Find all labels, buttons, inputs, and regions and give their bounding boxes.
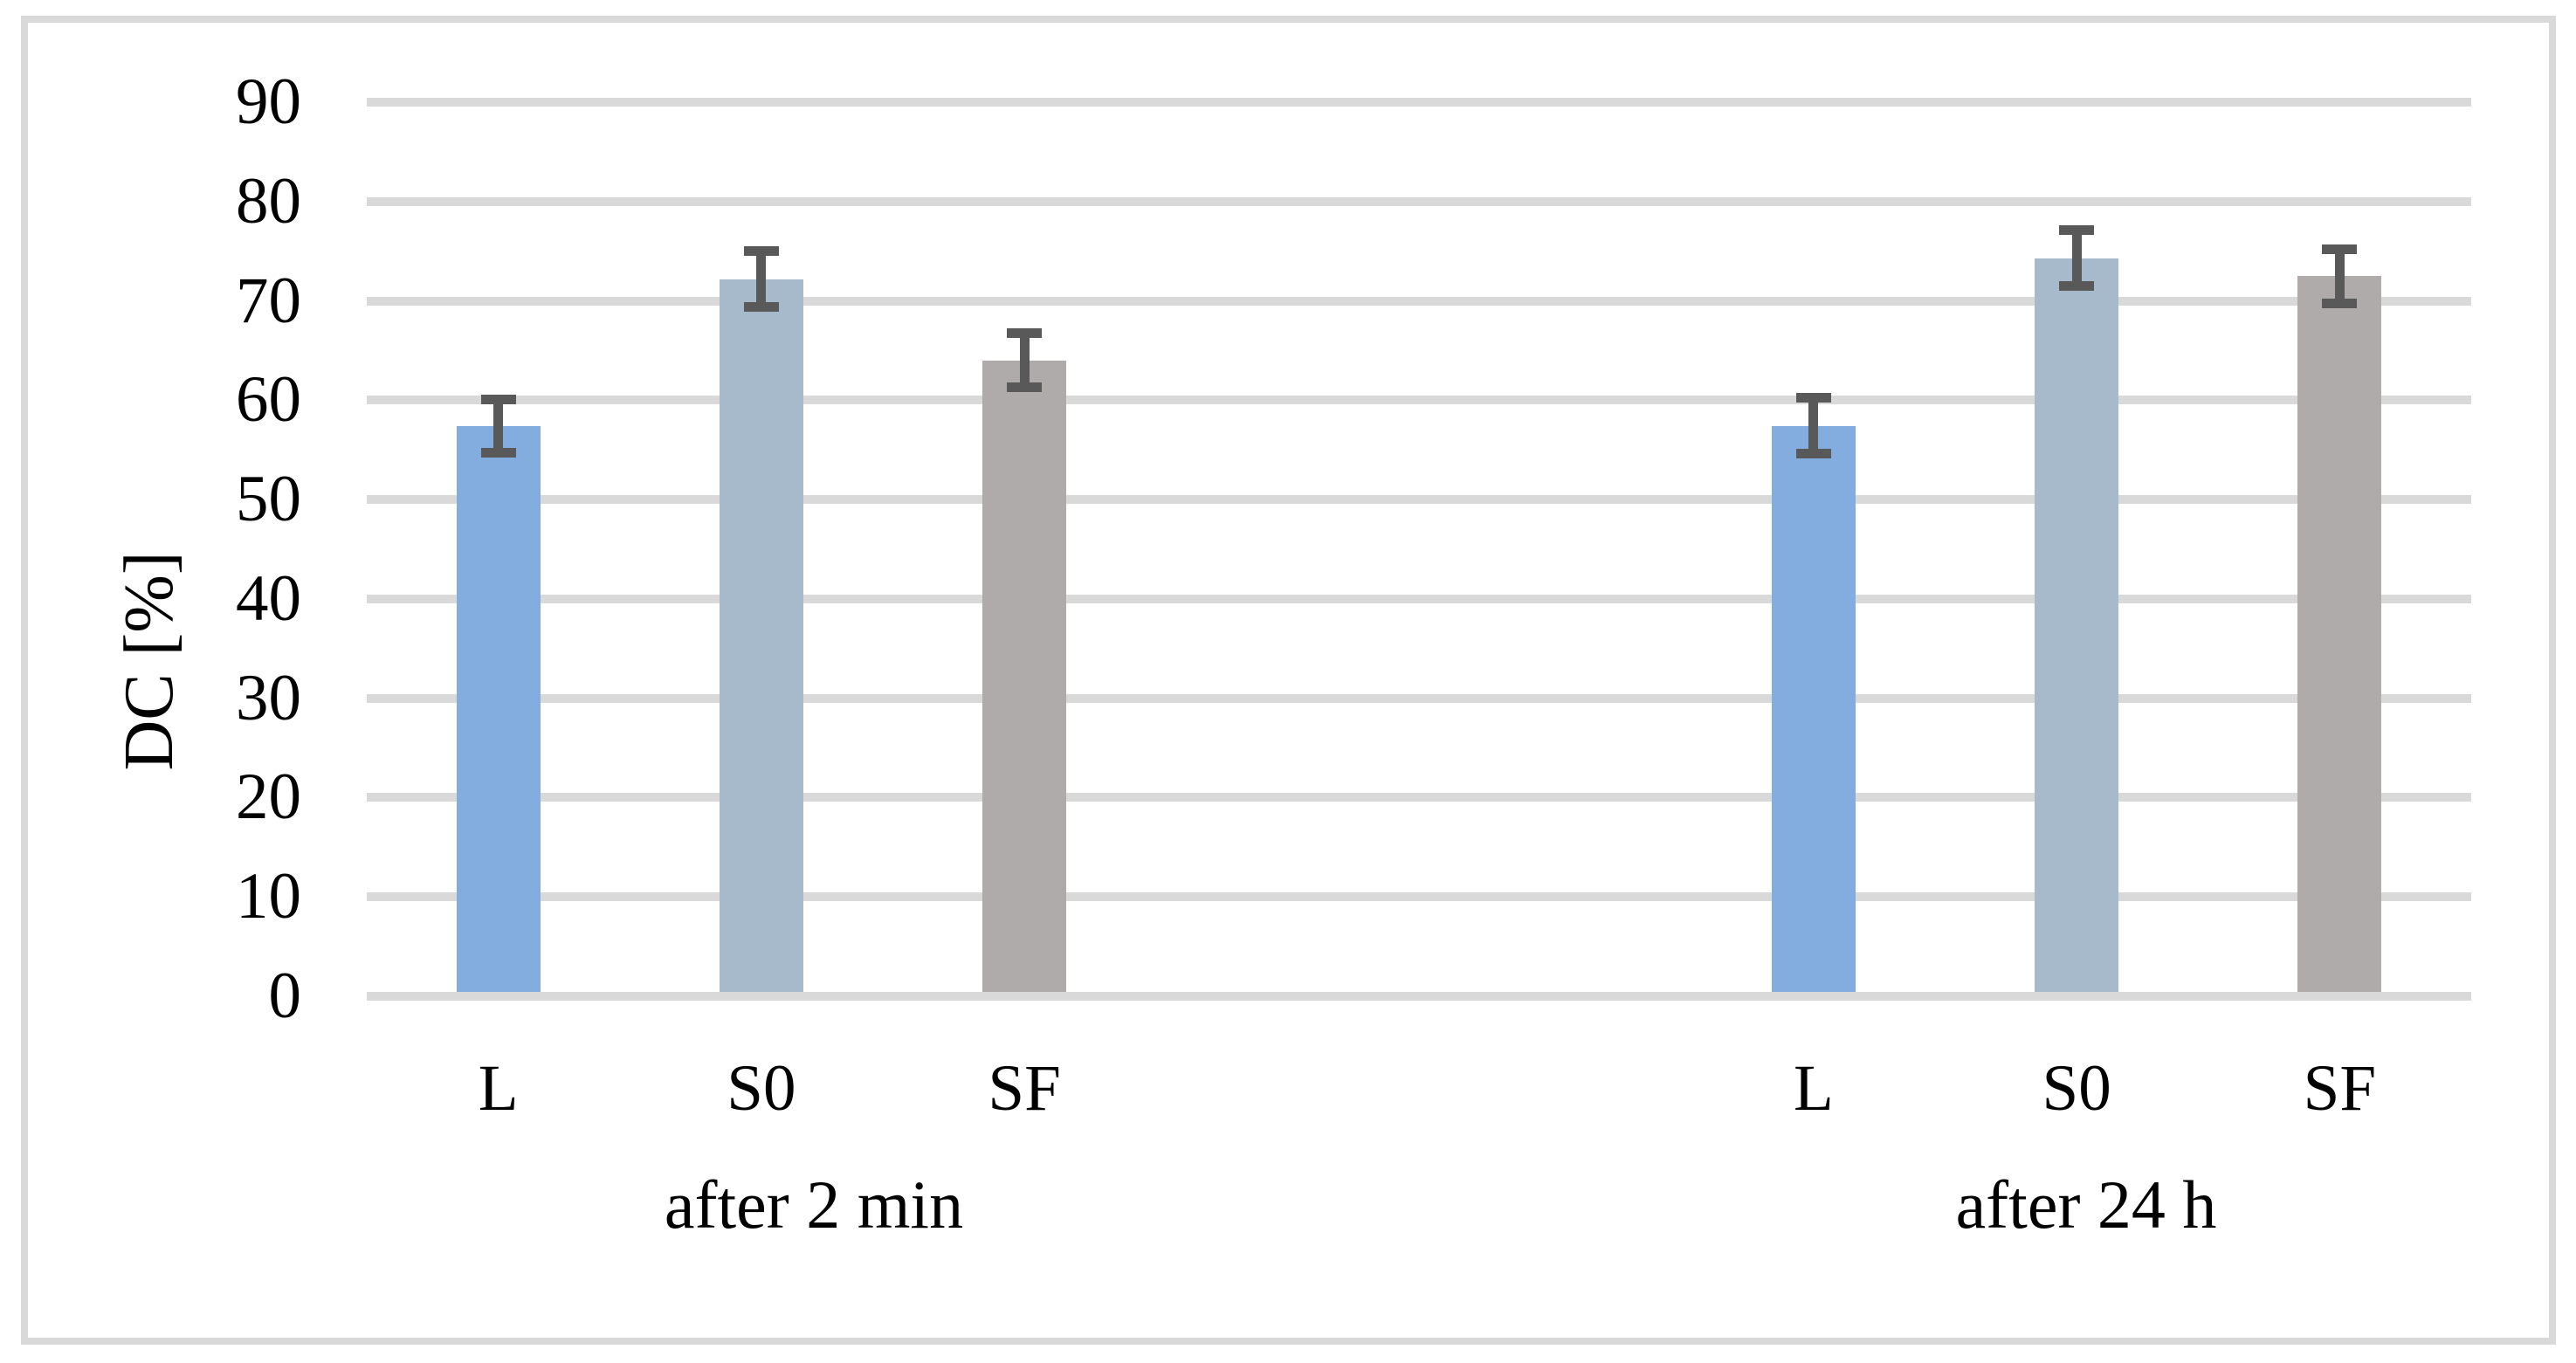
bar-s0-2min (719, 279, 803, 992)
category-label: S0 (727, 1052, 796, 1125)
y-tick-label: 0 (268, 960, 302, 1032)
gridline (367, 693, 2471, 703)
error-bar-cap (1795, 449, 1831, 459)
y-tick-label: 50 (236, 463, 301, 536)
error-bar-cap (2059, 225, 2095, 236)
error-bar-cap (480, 394, 516, 404)
x-axis-baseline (367, 992, 2471, 1001)
bar-s0-24h (2035, 258, 2119, 992)
gridline (367, 97, 2471, 107)
error-bar (1019, 328, 1030, 393)
y-tick-label: 10 (236, 860, 301, 933)
error-bar-cap (743, 245, 779, 256)
error-bar-cap (2322, 244, 2358, 254)
bar-l-24h (1771, 425, 1856, 992)
error-bar (2071, 225, 2082, 292)
error-bar-cap (1007, 328, 1043, 339)
chart-frame (21, 16, 2556, 1345)
bar-sf-24h (2297, 276, 2382, 992)
error-bar-cap (480, 448, 516, 458)
bar-sf-2min (982, 360, 1067, 992)
gridline (367, 296, 2471, 306)
gridline (367, 793, 2471, 802)
bar-l-2min (456, 425, 541, 992)
category-label: S0 (2042, 1052, 2111, 1125)
error-bar-cap (2322, 298, 2358, 308)
y-tick-label: 70 (236, 264, 301, 337)
error-bar (493, 394, 504, 458)
group-label: after 2 min (664, 1167, 964, 1243)
y-tick-label: 80 (236, 164, 301, 237)
group-label: after 24 h (1955, 1167, 2217, 1243)
y-tick-label: 40 (236, 561, 301, 635)
error-bar (2334, 244, 2345, 308)
gridline (367, 892, 2471, 902)
y-tick-label: 20 (236, 761, 301, 834)
category-label: SF (988, 1052, 1061, 1125)
y-tick-label: 90 (236, 65, 301, 138)
error-bar (1808, 393, 1819, 459)
error-bar (756, 245, 767, 313)
y-tick-label: 30 (236, 661, 301, 734)
error-bar-cap (2059, 281, 2095, 292)
gridline (367, 196, 2471, 206)
gridline (367, 594, 2471, 603)
category-label: L (1793, 1052, 1834, 1125)
y-axis-title: DC [%] (111, 551, 188, 771)
error-bar-cap (1795, 393, 1831, 403)
category-label: L (478, 1052, 519, 1125)
gridline (367, 396, 2471, 405)
category-label: SF (2303, 1052, 2377, 1125)
y-tick-label: 60 (236, 363, 301, 437)
error-bar-cap (743, 302, 779, 313)
gridline (367, 495, 2471, 505)
error-bar-cap (1007, 382, 1043, 393)
